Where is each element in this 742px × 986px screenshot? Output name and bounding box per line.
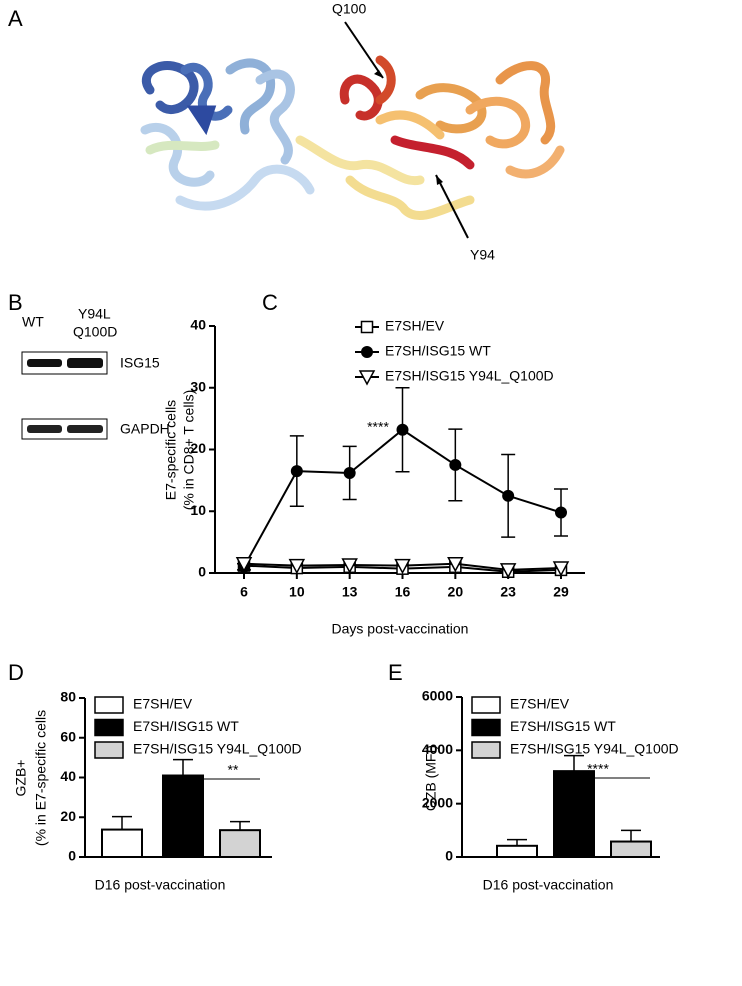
y-tick-label: 4000 [422,741,453,757]
legend-swatch [94,696,124,714]
y-tick-label: 30 [190,378,206,394]
annotation: ** [228,762,239,778]
bar [553,770,595,859]
y-tick-label: 6000 [422,688,453,704]
bar [496,844,538,858]
y-tick-label: 10 [190,502,206,518]
blot-box [21,418,108,440]
legend-label: E7SH/ISG15 Y94L_Q100D [510,741,679,757]
bar [101,828,143,859]
legend-marker [358,370,376,386]
marker [290,465,303,478]
x-tick-label: 16 [395,584,411,600]
lane-label: Q100D [73,324,117,340]
residue-label: Y94 [470,247,495,263]
legend-label: E7SH/EV [385,318,445,334]
legend-marker [361,346,373,358]
y-tick-label: 0 [198,564,206,580]
y-tick-label: 40 [60,768,76,784]
blot-box [21,351,108,375]
y-axis-label: GZB (MFI) [423,745,439,811]
y-axis-label: E7-specific cells [163,400,179,500]
x-tick-label: 29 [553,584,569,600]
x-tick-label: 10 [289,584,305,600]
y-tick-label: 20 [190,440,206,456]
marker [396,423,409,436]
arrow [344,21,384,79]
bar [162,774,204,859]
legend-label: E7SH/ISG15 WT [510,718,616,734]
legend-label: E7SH/ISG15 Y94L_Q100D [385,368,554,384]
legend-swatch [471,741,501,759]
legend-swatch [94,718,124,737]
marker [343,466,356,479]
x-axis-label: D16 post-vaccination [483,877,614,893]
marker [235,556,253,573]
marker [447,556,464,573]
y-tick-label: 80 [60,689,76,705]
legend-marker [360,320,374,334]
panel-label: C [262,290,278,315]
bar [219,829,261,859]
band-label: ISG15 [120,355,160,371]
y-tick-label: 40 [190,317,206,333]
lane-label: WT [22,314,44,330]
x-tick-label: 20 [448,584,464,600]
arrow [435,174,469,239]
band [67,425,103,433]
arrow-head [436,175,443,185]
y-axis-label: GZB+ [13,760,29,797]
lane-label: Y94L [78,306,111,322]
bar [610,840,652,858]
legend-swatch [94,741,124,759]
marker [502,489,515,502]
legend-label: E7SH/EV [133,696,193,712]
legend-label: E7SH/ISG15 WT [385,343,491,359]
annotation: **** [367,419,389,435]
x-tick-label: 6 [240,584,248,600]
legend-label: E7SH/EV [510,696,570,712]
band [27,425,62,433]
marker [555,506,567,519]
y-axis-label: (% in E7-specific cells [33,710,49,846]
y-tick-label: 0 [68,848,76,864]
panel-label: B [8,290,23,315]
band [27,359,62,367]
y-tick-label: 60 [60,728,76,744]
arrow-head [374,70,383,78]
y-tick-label: 0 [445,848,453,864]
marker [552,561,570,577]
marker [449,458,462,471]
legend-label: E7SH/ISG15 Y94L_Q100D [133,741,302,757]
marker [288,558,306,575]
residue-label: Q100 [332,1,366,17]
y-tick-label: 20 [60,808,76,824]
band [67,358,103,368]
panel-label: E [388,660,403,685]
protein-structure [140,55,565,220]
panel-label: A [8,6,23,31]
legend-label: E7SH/ISG15 WT [133,718,239,734]
legend-swatch [471,718,501,737]
band-label: GAPDH [120,421,170,437]
marker [341,558,358,574]
marker [499,563,517,579]
x-axis-label: D16 post-vaccination [95,877,226,893]
x-tick-label: 13 [342,584,358,600]
marker [394,558,411,575]
x-tick-label: 23 [500,584,516,600]
panel-label: D [8,660,24,685]
y-axis-label: (% in CD8+ T cells) [181,390,197,510]
y-tick-label: 2000 [422,794,453,810]
legend-swatch [471,696,501,714]
x-axis-label: Days post-vaccination [332,621,469,637]
